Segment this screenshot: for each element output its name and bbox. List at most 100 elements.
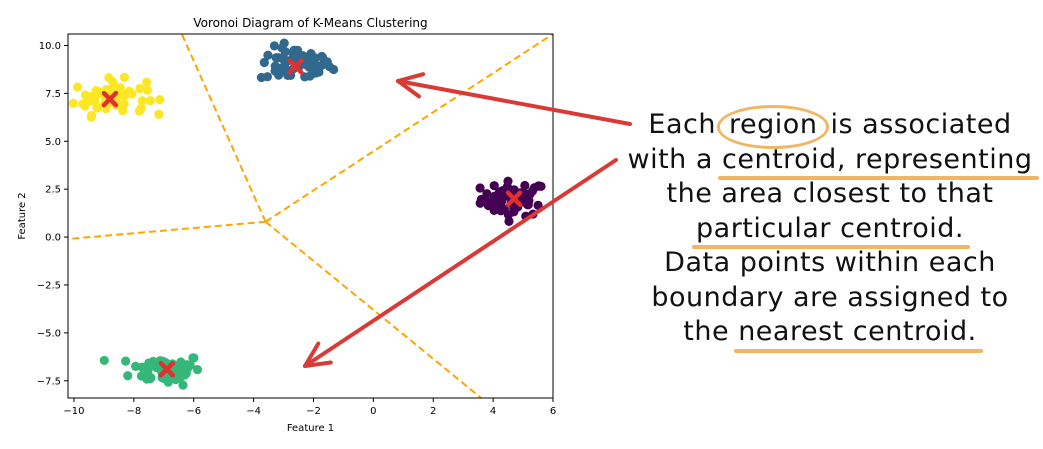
data-point [87, 96, 98, 106]
data-point [68, 98, 78, 108]
data-point [259, 57, 269, 68]
annotation-line: the area closest to that [612, 177, 1043, 212]
data-point [475, 183, 485, 193]
annotation-line: the nearest centroid. [612, 315, 1043, 352]
data-point [509, 207, 519, 217]
highlighted-phrase: region [717, 105, 830, 148]
x-tick-label: 6 [550, 406, 556, 417]
data-point [317, 51, 327, 62]
data-point [135, 83, 145, 94]
data-point [292, 47, 302, 58]
data-point [92, 103, 102, 113]
x-tick-label: 0 [370, 406, 376, 417]
plot-frame [67, 33, 554, 399]
data-point [499, 204, 509, 214]
y-tick-label: −2.5 [37, 280, 61, 291]
data-point [276, 63, 286, 73]
data-point [496, 194, 506, 204]
annotation-line: with a centroid, representing [612, 143, 1043, 180]
annotation-text: the [683, 316, 739, 347]
data-point [269, 41, 280, 51]
data-point [121, 356, 131, 366]
data-point [178, 380, 188, 390]
data-point [521, 191, 531, 201]
y-tick-label: 5.0 [45, 137, 61, 148]
data-point [137, 96, 147, 106]
x-tick-label: 2 [430, 406, 436, 417]
data-point [497, 186, 507, 196]
data-point [72, 82, 83, 92]
data-point [503, 176, 513, 186]
x-tick-label: −2 [306, 406, 321, 417]
annotation-text: is associated [821, 109, 1012, 140]
annotation-text: the area closest to that [666, 178, 994, 209]
data-point [489, 181, 499, 191]
annotation-text: boundary are assigned to [651, 281, 1009, 313]
y-tick-label: 7.5 [45, 89, 61, 100]
centroid-marker [101, 90, 119, 108]
data-point [262, 72, 272, 82]
annotation-line: Each region is associated [612, 105, 1043, 148]
data-point [86, 112, 96, 122]
data-point [108, 77, 118, 87]
data-point [277, 43, 287, 53]
data-point [99, 355, 109, 366]
data-point [522, 200, 533, 210]
annotation-text: Each [648, 109, 726, 140]
x-tick-label: −6 [186, 406, 201, 417]
voronoi-edge [264, 220, 482, 398]
chart-title: Voronoi Diagram of K-Means Clustering [193, 16, 427, 30]
data-point [324, 62, 335, 72]
data-point [155, 95, 165, 105]
data-point [123, 371, 133, 381]
data-point [119, 72, 130, 82]
data-point [188, 353, 198, 363]
data-point [131, 361, 141, 372]
annotation-line: boundary are assigned to [612, 281, 1043, 316]
x-tick-label: −4 [246, 406, 261, 417]
data-point [534, 181, 544, 191]
data-point [151, 362, 162, 373]
x-tick-label: −8 [126, 406, 141, 417]
x-tick-label: 4 [490, 406, 496, 417]
highlighted-phrase: centroid, representing [718, 143, 1038, 180]
data-point [280, 56, 290, 66]
y-axis-label: Feature 2 [17, 192, 28, 239]
y-tick-label: 0.0 [45, 233, 61, 244]
voronoi-edge [68, 220, 266, 240]
voronoi-edge [265, 34, 553, 223]
data-point [504, 216, 514, 226]
arrow-to-centroid [303, 158, 618, 368]
annotation-line: particular centroid. [612, 212, 1043, 249]
arrow-to-region [396, 72, 632, 126]
data-point [302, 60, 312, 70]
annotation-note: Each region is associated with a centroid… [612, 105, 1043, 352]
data-point [483, 200, 493, 211]
voronoi-edge [180, 34, 267, 223]
highlighted-phrase: nearest centroid. [734, 315, 983, 352]
data-point [142, 85, 152, 95]
data-point [263, 50, 273, 60]
data-point [142, 77, 152, 87]
annotation-text: with a [627, 143, 722, 175]
x-axis-label: Feature 1 [287, 423, 334, 434]
y-tick-label: −7.5 [37, 376, 61, 387]
y-tick-label: 10.0 [39, 41, 61, 52]
centroid-marker [287, 58, 304, 75]
centroid-marker [505, 190, 523, 208]
data-point [533, 200, 543, 210]
data-point [181, 367, 191, 377]
data-point [520, 180, 530, 191]
x-tick-label: −10 [63, 406, 84, 417]
data-point [142, 374, 152, 384]
y-tick-label: −5.0 [37, 328, 61, 339]
annotation-line: Data points within each [612, 246, 1043, 281]
y-tick-label: 2.5 [45, 185, 61, 196]
centroid-marker [158, 361, 176, 378]
annotation-text: Data points within each [664, 247, 996, 278]
highlighted-phrase: particular centroid. [692, 212, 970, 249]
data-point [313, 62, 323, 72]
data-point [154, 109, 164, 119]
data-point [124, 86, 134, 96]
